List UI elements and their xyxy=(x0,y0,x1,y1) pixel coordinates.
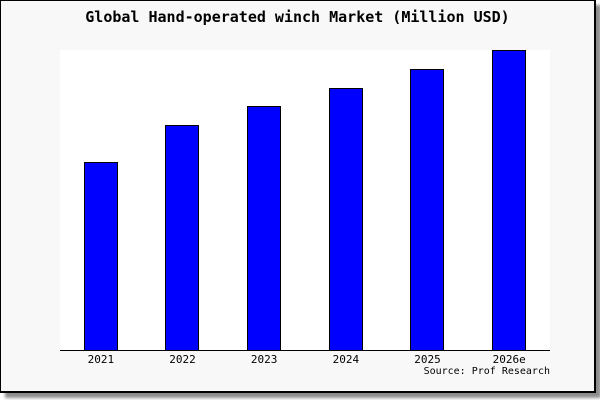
x-tick-label-2026e: 2026e xyxy=(492,353,526,366)
x-tick-label-2025: 2025 xyxy=(414,353,441,366)
plot-area xyxy=(60,50,550,351)
x-tick-label-2024: 2024 xyxy=(332,353,360,366)
bar-2026e xyxy=(492,50,527,350)
x-axis-labels: 2021 2022 2023 2024 2025 2026e xyxy=(60,353,550,366)
bar-2021 xyxy=(83,162,118,350)
chart-title: Global Hand-operated winch Market (Milli… xyxy=(85,8,510,26)
x-tick-label-2023: 2023 xyxy=(250,353,278,366)
x-tick-label-2022: 2022 xyxy=(169,353,196,366)
bar-2022 xyxy=(165,125,200,350)
bar-2023 xyxy=(247,106,282,350)
bar-2025 xyxy=(410,69,445,350)
bar-2024 xyxy=(328,88,363,350)
x-tick-label-2021: 2021 xyxy=(87,353,115,366)
chart-window: Global Hand-operated winch Market (Milli… xyxy=(0,0,596,393)
source-text: Source: Prof Research xyxy=(423,366,550,377)
